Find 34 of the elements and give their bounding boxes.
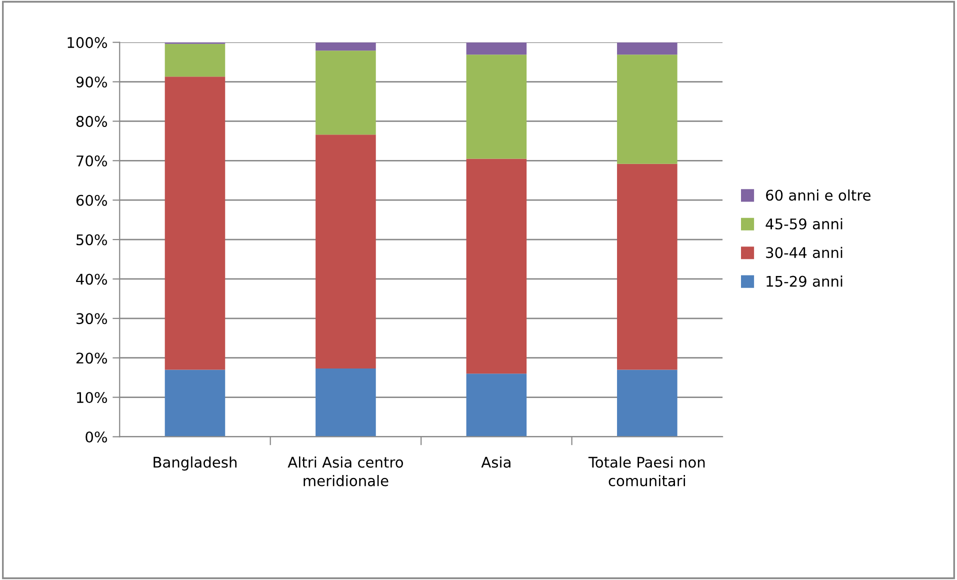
bar (316, 42, 376, 51)
bar (466, 374, 527, 437)
legend-label: 15-29 anni (766, 276, 842, 287)
legend-label: 45-59 anni (766, 218, 842, 230)
y-tick-label: 10% (77, 392, 108, 404)
y-tick-label: 70% (76, 155, 108, 166)
bar (617, 164, 678, 370)
x-tick-label: Altri Asia centro meridionale (288, 456, 404, 486)
y-tick-label: 50% (76, 234, 108, 246)
y-tick-label: 90% (76, 76, 108, 88)
bar (164, 370, 226, 437)
bar (466, 54, 527, 159)
y-tick-label: 20% (76, 352, 108, 364)
y-tick-label: 60% (76, 194, 108, 206)
bar (466, 158, 527, 374)
legend-label: 30-44 anni (766, 246, 842, 258)
bar (316, 50, 376, 135)
bar (316, 368, 376, 437)
bar (466, 42, 527, 55)
bar (617, 42, 678, 55)
x-tick-label: Bangladesh (154, 456, 236, 471)
bar (617, 54, 678, 164)
y-tick-label: 40% (76, 274, 108, 285)
y-tick-label: 30% (76, 313, 108, 324)
legend-label: 60 anni e oltre (766, 189, 870, 201)
y-tick-label: 0% (86, 431, 108, 442)
bar (316, 134, 376, 369)
bar (164, 76, 226, 370)
y-tick-label: 80% (76, 116, 108, 127)
x-tick-label: Totale Paesi non comunitari (588, 456, 705, 486)
y-tick-label: 100% (68, 37, 108, 48)
bar (164, 44, 226, 77)
bar (617, 370, 678, 437)
x-tick-label: Asia (481, 456, 510, 468)
